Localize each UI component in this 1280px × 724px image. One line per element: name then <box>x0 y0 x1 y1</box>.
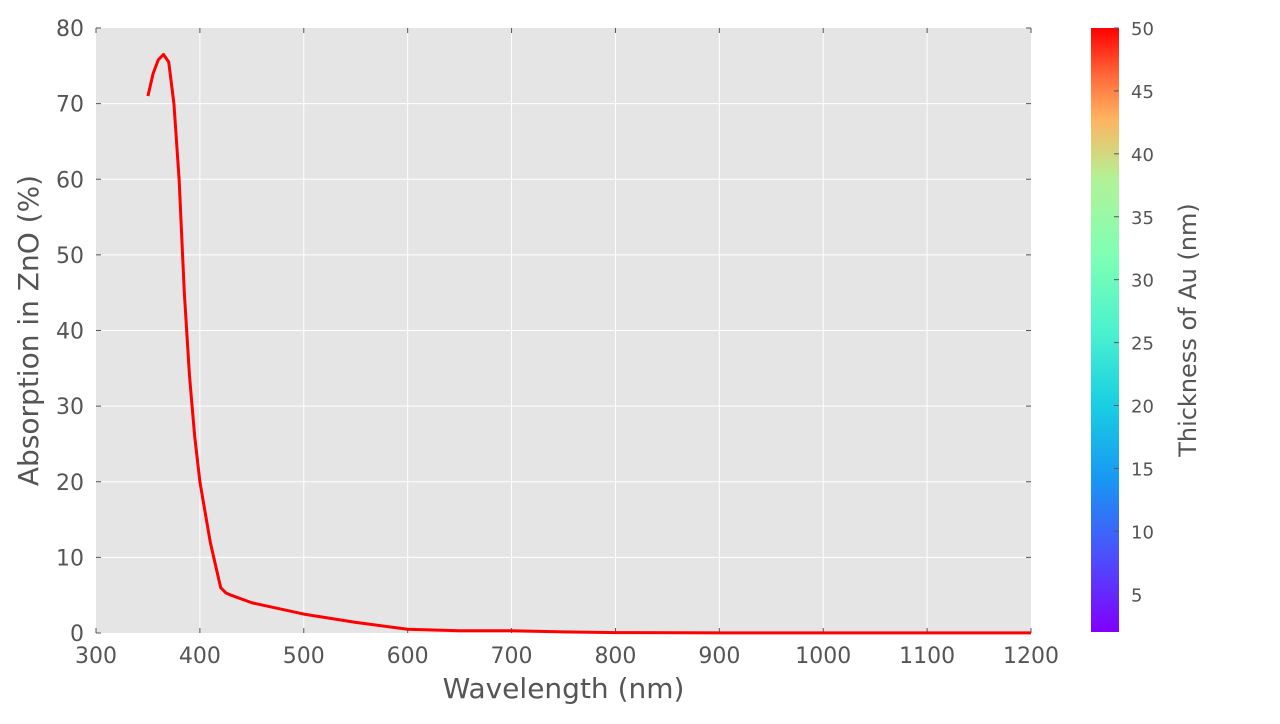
y-tick-label: 40 <box>56 320 84 345</box>
x-tick-label: 400 <box>179 644 221 669</box>
colorbar-tick-label: 40 <box>1131 145 1154 166</box>
colorbar-tick-label: 20 <box>1131 397 1154 418</box>
y-tick-label: 30 <box>56 395 84 420</box>
y-axis-title: Absorption in ZnO (%) <box>12 175 45 486</box>
colorbar-tick-label: 15 <box>1131 459 1154 480</box>
y-tick-label: 70 <box>56 93 84 118</box>
x-tick-label: 600 <box>387 644 429 669</box>
y-tick-label: 50 <box>56 244 84 269</box>
colorbar-tick-label: 45 <box>1131 82 1154 103</box>
x-tick-label: 1200 <box>1003 644 1059 669</box>
y-tick-label: 20 <box>56 471 84 496</box>
x-tick-label: 700 <box>491 644 533 669</box>
x-tick-label: 300 <box>75 644 117 669</box>
x-axis-title: Wavelength (nm) <box>443 672 685 705</box>
x-tick-label: 1100 <box>899 644 955 669</box>
x-tick-label: 500 <box>283 644 325 669</box>
colorbar-tick-label: 30 <box>1131 271 1154 292</box>
colorbar-title: Thickness of Au (nm) <box>1174 203 1202 458</box>
colorbar-tick-label: 5 <box>1131 585 1142 606</box>
colorbar-tick-label: 35 <box>1131 208 1154 229</box>
x-tick-label: 800 <box>594 644 636 669</box>
x-tick-label: 1000 <box>795 644 851 669</box>
y-tick-label: 10 <box>56 546 84 571</box>
y-tick-label: 80 <box>56 17 84 42</box>
colorbar <box>1091 28 1119 632</box>
series-line <box>146 52 1031 635</box>
colorbar-tick-label: 10 <box>1131 522 1154 543</box>
x-tick-label: 900 <box>698 644 740 669</box>
y-tick-label: 0 <box>70 622 84 647</box>
colorbar-tick-label: 25 <box>1131 334 1154 355</box>
y-tick-label: 60 <box>56 168 84 193</box>
colorbar-tick-label: 50 <box>1131 19 1154 40</box>
